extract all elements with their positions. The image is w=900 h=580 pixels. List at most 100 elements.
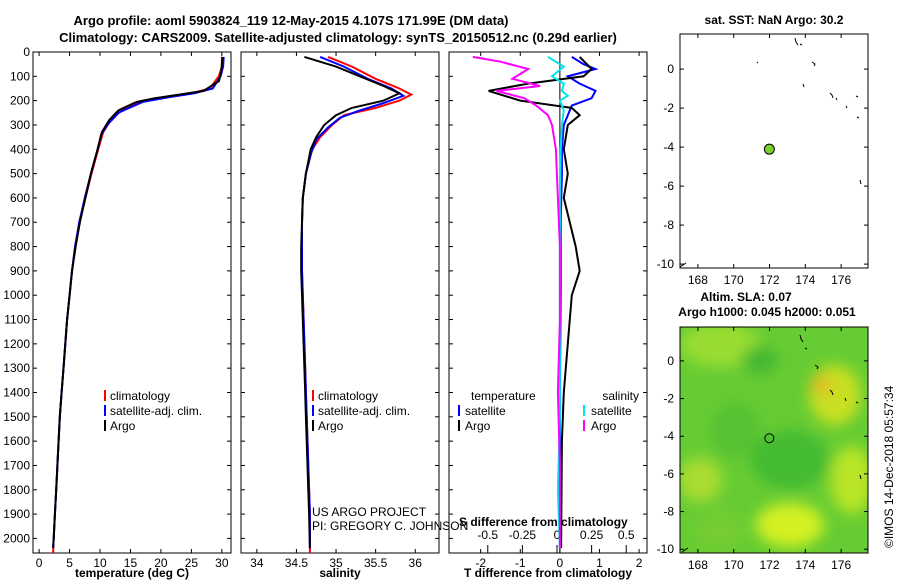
salinity-legend-label: climatology bbox=[318, 389, 378, 403]
temperature-ytick-label: 1800 bbox=[3, 483, 30, 497]
temperature-ytick-label: 1600 bbox=[3, 434, 30, 448]
diff-legend-title-left: temperature bbox=[471, 389, 536, 403]
difference-chart: -2 -1 0 1 2 T difference from climatology -0.5… bbox=[449, 51, 647, 580]
difference-top-xtick-label: 0.25 bbox=[580, 528, 604, 542]
sla_map-xtick-label: 174 bbox=[795, 558, 815, 572]
sla_map-xtick-label: 170 bbox=[724, 558, 744, 572]
sst_map-ytick-label: -10 bbox=[657, 257, 675, 271]
sla-map-chart: 168 170 172 174 176 0 -2 -4 -6 -8 -10 Altim. SLA: 0… bbox=[657, 290, 868, 572]
salinity-xtick-label: 34 bbox=[250, 556, 264, 570]
diff-legend-label-left: Argo bbox=[465, 419, 491, 433]
sst_map-xtick-label: 168 bbox=[688, 273, 708, 287]
temperature-xtick-label: 0 bbox=[36, 556, 43, 570]
temperature-ytick-label: 100 bbox=[10, 69, 30, 83]
sla_map-ytick-label: -2 bbox=[663, 392, 674, 406]
temperature-xtick-label: 30 bbox=[215, 556, 229, 570]
temperature-ytick-label: 600 bbox=[10, 191, 30, 205]
difference-series-3 bbox=[472, 55, 561, 549]
temperature-chart: 0100200300400500600700800900100011001200… bbox=[3, 45, 231, 580]
temperature-ytick-label: 1000 bbox=[3, 288, 30, 302]
figure-title-line1: Argo profile: aoml 5903824_119 12-May-20… bbox=[74, 13, 509, 28]
salinity-series-1 bbox=[301, 55, 406, 549]
sst_map-ytick-label: -8 bbox=[663, 218, 674, 232]
difference-xtick-label: 2 bbox=[636, 556, 643, 570]
temperature-legend-label: Argo bbox=[110, 419, 136, 433]
sst_map-title: sat. SST: NaN Argo: 30.2 bbox=[705, 13, 844, 27]
difference-top-xtick-label: 0 bbox=[554, 528, 561, 542]
sst_map-ytick-label: -2 bbox=[663, 101, 674, 115]
salinity-series-2 bbox=[300, 55, 402, 549]
temperature-ytick-label: 0 bbox=[23, 45, 30, 59]
sla_map-xtick-label: 176 bbox=[831, 558, 851, 572]
difference-top-xtick-label: -0.25 bbox=[509, 528, 537, 542]
temperature-ytick-label: 500 bbox=[10, 167, 30, 181]
sla_map-ytick-label: 0 bbox=[667, 354, 674, 368]
sst-map-chart: 168 170 172 174 176 0 -2 -4 -6 -8 -10 sat. SST: NaN… bbox=[657, 13, 868, 287]
sst_map-ytick-label: -4 bbox=[663, 140, 674, 154]
temperature-series-1 bbox=[52, 56, 225, 549]
sst_map-argo-marker bbox=[763, 143, 775, 155]
temperature-xtick-label: 10 bbox=[93, 556, 107, 570]
salinity-xtick-label: 35.5 bbox=[364, 556, 388, 570]
sla-map-coastline bbox=[681, 334, 862, 553]
temperature-ytick-label: 900 bbox=[10, 264, 30, 278]
temperature-series-0 bbox=[52, 56, 223, 554]
sla_map-ytick-label: -6 bbox=[663, 467, 674, 481]
salinity-xtick-label: 34.5 bbox=[285, 556, 309, 570]
temperature-ytick-label: 1900 bbox=[3, 507, 30, 521]
diff-legend-label-left: satellite bbox=[465, 404, 506, 418]
temperature-ytick-label: 1100 bbox=[4, 313, 30, 327]
temperature-xtick-label: 25 bbox=[185, 556, 199, 570]
sst-map-coastline bbox=[679, 37, 862, 268]
sla_map-xtick-label: 168 bbox=[688, 558, 708, 572]
sla_map-title1: Altim. SLA: 0.07 bbox=[700, 290, 792, 304]
salinity-legend-label: Argo bbox=[318, 419, 344, 433]
salinity-legend-label: satellite-adj. clim. bbox=[318, 404, 410, 418]
diff-legend-label-right: satellite bbox=[591, 404, 632, 418]
salinity-chart: 34 34.5 35 35.5 36 salinity climatologysatelli… bbox=[241, 51, 439, 580]
temperature-ytick-label: 1500 bbox=[3, 410, 30, 424]
temperature-legend-label: satellite-adj. clim. bbox=[110, 404, 202, 418]
sla_map-ytick-label: -8 bbox=[663, 505, 674, 519]
difference-xtick-label: 0 bbox=[557, 556, 564, 570]
sst_map-xtick-label: 174 bbox=[795, 273, 815, 287]
sla_map-ytick-label: -10 bbox=[657, 542, 675, 556]
temperature-ytick-label: 800 bbox=[10, 240, 30, 254]
temperature-xtick-label: 20 bbox=[154, 556, 168, 570]
credit-line2: PI: GREGORY C. JOHNSON bbox=[312, 519, 468, 533]
temperature-plot-area bbox=[32, 51, 232, 554]
difference-xlabel: T difference from climatology bbox=[464, 566, 632, 580]
difference-xtick-label: -2 bbox=[475, 556, 486, 570]
salinity-xtick-label: 36 bbox=[409, 556, 423, 570]
temperature-ytick-label: 300 bbox=[10, 118, 30, 132]
difference-top-xtick-label: 0.5 bbox=[618, 528, 635, 542]
salinity-series-0 bbox=[301, 55, 414, 553]
temperature-ytick-label: 1200 bbox=[3, 337, 30, 351]
sst_map-xtick-label: 170 bbox=[724, 273, 744, 287]
sla-map-area bbox=[679, 326, 869, 554]
difference-xlabel-top: S difference from climatology bbox=[459, 515, 628, 529]
salinity-xlabel: salinity bbox=[319, 566, 361, 580]
temperature-xtick-label: 15 bbox=[124, 556, 138, 570]
temperature-ytick-label: 1400 bbox=[3, 385, 30, 399]
temperature-ytick-label: 1300 bbox=[3, 361, 30, 375]
difference-plot-area bbox=[448, 51, 648, 554]
difference-series-0 bbox=[558, 56, 599, 549]
difference-xtick-label: 1 bbox=[596, 556, 603, 570]
sla_map-xtick-label: 172 bbox=[760, 558, 780, 572]
temperature-ytick-label: 1700 bbox=[3, 458, 30, 472]
temperature-ytick-label: 200 bbox=[10, 94, 30, 108]
temperature-legend-label: climatology bbox=[110, 389, 170, 403]
temperature-ytick-label: 700 bbox=[10, 215, 30, 229]
temperature-ytick-label: 2000 bbox=[3, 531, 30, 545]
diff-legend-title-right: salinity bbox=[602, 389, 639, 403]
sst_map-ytick-label: 0 bbox=[667, 62, 674, 76]
sla-heatmap bbox=[680, 327, 868, 553]
sla_map-title2: Argo h1000: 0.045 h2000: 0.051 bbox=[678, 305, 856, 319]
temperature-xtick-label: 5 bbox=[66, 556, 73, 570]
temperature-ytick-label: 400 bbox=[10, 142, 30, 156]
difference-series-1 bbox=[488, 56, 594, 549]
difference-xtick-label: -1 bbox=[515, 556, 526, 570]
sst_map-xtick-label: 172 bbox=[760, 273, 780, 287]
